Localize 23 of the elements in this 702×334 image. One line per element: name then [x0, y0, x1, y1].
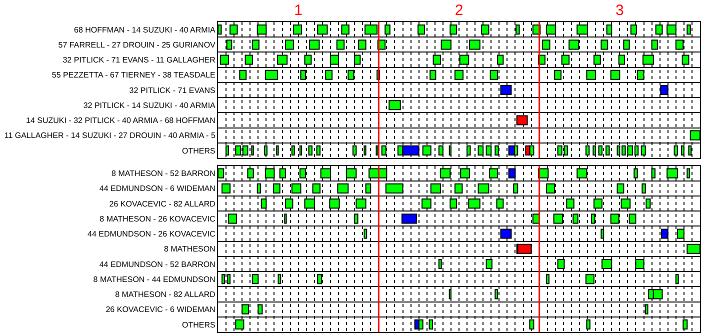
y-tick-label: 8 MATHESON	[164, 244, 216, 254]
y-tick-label: 8 MATHESON - 52 BARRON	[112, 169, 216, 178]
y-tick-label: 44 EDMUNDSON - 26 KOVACEVIC	[88, 230, 216, 239]
y-tick-label: 8 MATHESON - 26 KOVACEVIC	[100, 214, 216, 224]
y-tick-label: OTHERS	[182, 146, 216, 156]
y-tick-label: 8 MATHESON - 44 EDMUNDSON	[93, 274, 216, 284]
y-tick-label: 14 SUZUKI - 32 PITLICK - 40 ARMIA - 68 HOFFMAN	[26, 116, 216, 126]
y-tick-label: 32 PITLICK - 14 SUZUKI - 40 ARMIA	[83, 100, 216, 110]
x-tick-label: 2	[454, 2, 464, 19]
x-tick-label: 3	[616, 2, 624, 19]
y-tick-label: 57 FARRELL - 27 DROUIN - 25 GURIANOV	[58, 40, 216, 50]
y-tick-label: 44 EDMUNDSON - 6 WIDEMAN	[99, 184, 216, 194]
y-tick-label: 44 EDMUNDSON - 52 BARRON	[99, 260, 216, 269]
y-tick-label: 68 HOFFMAN - 14 SUZUKI - 40 ARMIA	[74, 25, 216, 34]
y-tick-label: 32 PITLICK - 71 EVANS	[129, 86, 216, 95]
x-tick-label: 1	[294, 2, 302, 19]
y-tick-label: 32 PITLICK - 71 EVANS - 11 GALLAGHER	[62, 56, 216, 65]
y-tick-label: 55 PEZZETTA - 67 TIERNEY - 38 TEASDALE	[52, 70, 216, 80]
y-tick-label: 8 MATHESON - 82 ALLARD	[115, 290, 216, 300]
y-tick-label: 26 KOVACEVIC - 6 WIDEMAN	[106, 305, 216, 314]
y-tick-label: 11 GALLAGHER - 14 SUZUKI - 27 DROUIN - 40 ARMIA - 5	[4, 131, 216, 140]
y-tick-label: OTHERS	[182, 320, 216, 330]
y-tick-label: 26 KOVACEVIC - 82 ALLARD	[109, 199, 216, 208]
